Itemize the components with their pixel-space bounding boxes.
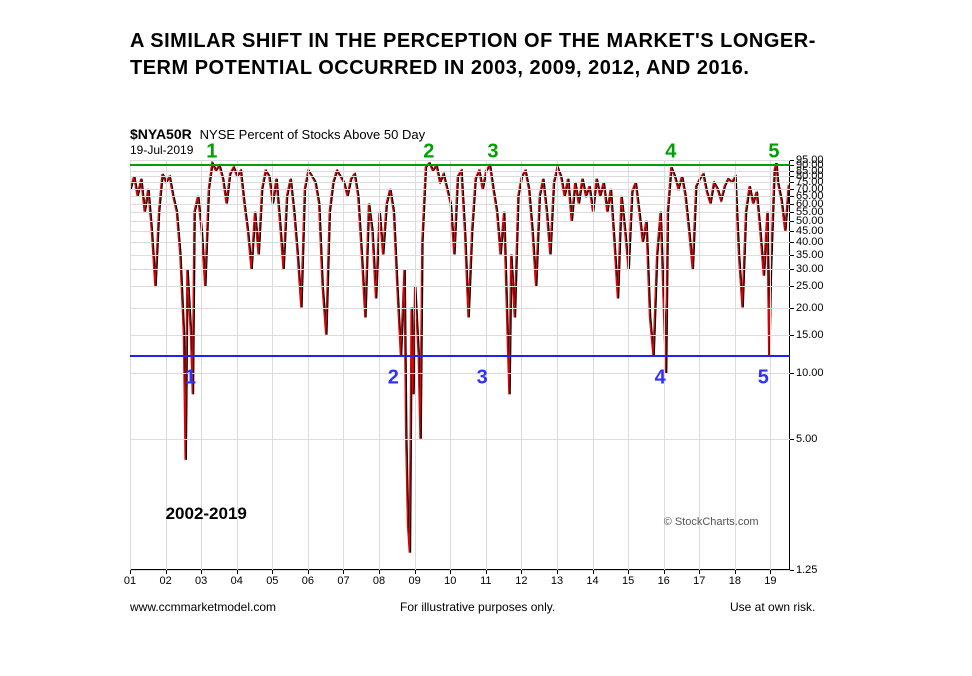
footer-right: Use at own risk. xyxy=(730,600,815,614)
reference-line xyxy=(130,164,790,166)
xtick-label: 04 xyxy=(231,575,243,587)
ticker-description: NYSE Percent of Stocks Above 50 Day xyxy=(200,127,425,142)
ytick-label: 35.00 xyxy=(796,249,824,261)
xtick-label: 15 xyxy=(622,575,634,587)
ytick-label: 10.00 xyxy=(796,367,824,379)
plot-area: 1.255.0010.0015.0020.0025.0030.0035.0040… xyxy=(130,160,790,570)
xtick-label: 08 xyxy=(373,575,385,587)
peak-annotation: 1 xyxy=(206,141,217,164)
footer-center: For illustrative purposes only. xyxy=(400,600,555,614)
xtick-label: 17 xyxy=(693,575,705,587)
xtick-label: 07 xyxy=(337,575,349,587)
xtick-label: 03 xyxy=(195,575,207,587)
chart-area: 1.255.0010.0015.0020.0025.0030.0035.0040… xyxy=(130,160,830,570)
peak-annotation: 5 xyxy=(768,141,779,164)
trough-annotation: 5 xyxy=(758,366,769,389)
peak-annotation: 2 xyxy=(423,141,434,164)
peak-annotation: 4 xyxy=(665,141,676,164)
xtick-label: 16 xyxy=(658,575,670,587)
ticker-symbol: $NYA50R xyxy=(130,126,192,142)
ticker-row: $NYA50R NYSE Percent of Stocks Above 50 … xyxy=(130,126,425,142)
ytick-label: 1.25 xyxy=(796,564,817,576)
xtick-label: 09 xyxy=(409,575,421,587)
xtick-label: 18 xyxy=(729,575,741,587)
xtick-label: 05 xyxy=(266,575,278,587)
xtick-label: 19 xyxy=(764,575,776,587)
ytick-label: 40.00 xyxy=(796,236,824,248)
xtick-label: 02 xyxy=(159,575,171,587)
xtick-label: 06 xyxy=(302,575,314,587)
period-label: 2002-2019 xyxy=(166,504,247,524)
ytick-label: 30.00 xyxy=(796,263,824,275)
ytick-label: 20.00 xyxy=(796,302,824,314)
ytick-label: 25.00 xyxy=(796,280,824,292)
trough-annotation: 2 xyxy=(388,366,399,389)
peak-annotation: 3 xyxy=(487,141,498,164)
footer-left: www.ccmmarketmodel.com xyxy=(130,600,276,614)
chart-date: 19-Jul-2019 xyxy=(130,143,193,157)
trough-annotation: 3 xyxy=(477,366,488,389)
xtick-label: 13 xyxy=(551,575,563,587)
xtick-label: 10 xyxy=(444,575,456,587)
chart-main-title: A SIMILAR SHIFT IN THE PERCEPTION OF THE… xyxy=(130,28,830,82)
xtick-label: 14 xyxy=(586,575,598,587)
xtick-label: 01 xyxy=(124,575,136,587)
ytick-label: 5.00 xyxy=(796,433,817,445)
trough-annotation: 1 xyxy=(185,366,196,389)
reference-line xyxy=(130,355,790,357)
attribution-label: © StockCharts.com xyxy=(664,516,759,528)
ytick-label: 95.00 xyxy=(796,154,824,166)
trough-annotation: 4 xyxy=(655,366,666,389)
xtick-label: 12 xyxy=(515,575,527,587)
ytick-label: 15.00 xyxy=(796,329,824,341)
xtick-label: 11 xyxy=(480,575,491,587)
